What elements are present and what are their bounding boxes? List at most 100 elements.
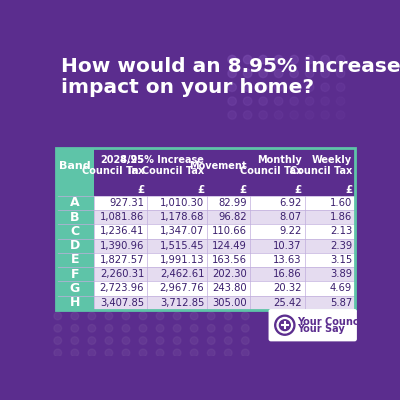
Circle shape xyxy=(139,312,147,320)
Text: 1.86: 1.86 xyxy=(330,212,352,222)
Text: 2.13: 2.13 xyxy=(330,226,352,236)
Bar xyxy=(56,253,94,267)
Circle shape xyxy=(274,55,283,64)
Text: 1.60: 1.60 xyxy=(330,198,352,208)
Bar xyxy=(56,148,355,310)
Circle shape xyxy=(274,111,283,119)
Circle shape xyxy=(207,324,215,332)
Circle shape xyxy=(71,324,79,332)
Circle shape xyxy=(173,312,181,320)
Text: 1,010.30: 1,010.30 xyxy=(160,198,204,208)
Circle shape xyxy=(224,337,232,344)
Circle shape xyxy=(122,324,130,332)
Text: 1,347.07: 1,347.07 xyxy=(160,226,204,236)
Circle shape xyxy=(207,312,215,320)
Bar xyxy=(94,148,355,184)
Circle shape xyxy=(173,349,181,357)
Circle shape xyxy=(71,349,79,357)
Circle shape xyxy=(156,349,164,357)
Circle shape xyxy=(156,337,164,344)
Circle shape xyxy=(156,312,164,320)
Text: F: F xyxy=(71,268,79,281)
Circle shape xyxy=(224,349,232,357)
Text: 1,390.96: 1,390.96 xyxy=(100,241,144,251)
Text: E: E xyxy=(71,254,79,266)
Circle shape xyxy=(243,97,252,105)
Circle shape xyxy=(336,83,345,92)
Text: Monthly
Council Tax: Monthly Council Tax xyxy=(240,155,302,176)
Circle shape xyxy=(275,315,295,335)
Text: 110.66: 110.66 xyxy=(212,226,246,236)
Bar xyxy=(94,196,355,210)
Circle shape xyxy=(321,69,329,78)
Text: 3.15: 3.15 xyxy=(330,255,352,265)
Circle shape xyxy=(259,97,267,105)
Text: 2,723.96: 2,723.96 xyxy=(100,284,144,294)
Circle shape xyxy=(336,55,345,64)
Text: 927.31: 927.31 xyxy=(109,198,144,208)
Text: H: H xyxy=(70,296,80,309)
Circle shape xyxy=(156,324,164,332)
Circle shape xyxy=(105,324,113,332)
Text: 4.69: 4.69 xyxy=(330,284,352,294)
Text: 82.99: 82.99 xyxy=(218,198,246,208)
Text: 3,712.85: 3,712.85 xyxy=(160,298,204,308)
Circle shape xyxy=(280,320,290,330)
Circle shape xyxy=(122,337,130,344)
Bar xyxy=(94,238,355,253)
Text: B: B xyxy=(70,211,80,224)
Circle shape xyxy=(259,55,267,64)
Text: 1,236.41: 1,236.41 xyxy=(100,226,144,236)
Circle shape xyxy=(305,83,314,92)
Text: Movement: Movement xyxy=(189,161,246,171)
Circle shape xyxy=(207,337,215,344)
Text: 1,178.68: 1,178.68 xyxy=(160,212,204,222)
Circle shape xyxy=(88,337,96,344)
Circle shape xyxy=(190,312,198,320)
Text: £: £ xyxy=(197,185,204,195)
Text: 3.89: 3.89 xyxy=(330,269,352,279)
Text: 2,260.31: 2,260.31 xyxy=(100,269,144,279)
Circle shape xyxy=(242,312,249,320)
Text: 16.86: 16.86 xyxy=(273,269,302,279)
Circle shape xyxy=(207,349,215,357)
Circle shape xyxy=(274,69,283,78)
Circle shape xyxy=(243,111,252,119)
Text: 96.82: 96.82 xyxy=(218,212,246,222)
Text: Band: Band xyxy=(59,161,91,171)
Circle shape xyxy=(54,324,62,332)
Circle shape xyxy=(224,324,232,332)
Circle shape xyxy=(88,349,96,357)
Text: £: £ xyxy=(137,185,144,195)
FancyBboxPatch shape xyxy=(268,309,357,341)
Text: 8.95% Increase
in Council Tax: 8.95% Increase in Council Tax xyxy=(120,155,204,176)
Circle shape xyxy=(305,111,314,119)
Circle shape xyxy=(305,69,314,78)
Text: £: £ xyxy=(345,185,352,195)
Text: 2,967.76: 2,967.76 xyxy=(160,284,204,294)
Text: 13.63: 13.63 xyxy=(273,255,302,265)
Circle shape xyxy=(228,83,236,92)
Circle shape xyxy=(290,97,298,105)
Text: 1,827.57: 1,827.57 xyxy=(100,255,144,265)
Circle shape xyxy=(243,69,252,78)
Circle shape xyxy=(190,324,198,332)
Text: 305.00: 305.00 xyxy=(212,298,246,308)
Circle shape xyxy=(122,349,130,357)
Text: 243.80: 243.80 xyxy=(212,284,246,294)
Circle shape xyxy=(290,111,298,119)
Circle shape xyxy=(139,349,147,357)
Text: 2024/25
Council Tax: 2024/25 Council Tax xyxy=(82,155,144,176)
Bar xyxy=(56,148,355,310)
Circle shape xyxy=(224,312,232,320)
Text: 163.56: 163.56 xyxy=(212,255,246,265)
Text: £: £ xyxy=(239,185,246,195)
Circle shape xyxy=(228,111,236,119)
Circle shape xyxy=(290,69,298,78)
Circle shape xyxy=(242,349,249,357)
Circle shape xyxy=(228,55,236,64)
Text: 5.87: 5.87 xyxy=(330,298,352,308)
Circle shape xyxy=(305,55,314,64)
Bar xyxy=(56,281,94,296)
Text: 20.32: 20.32 xyxy=(273,284,302,294)
